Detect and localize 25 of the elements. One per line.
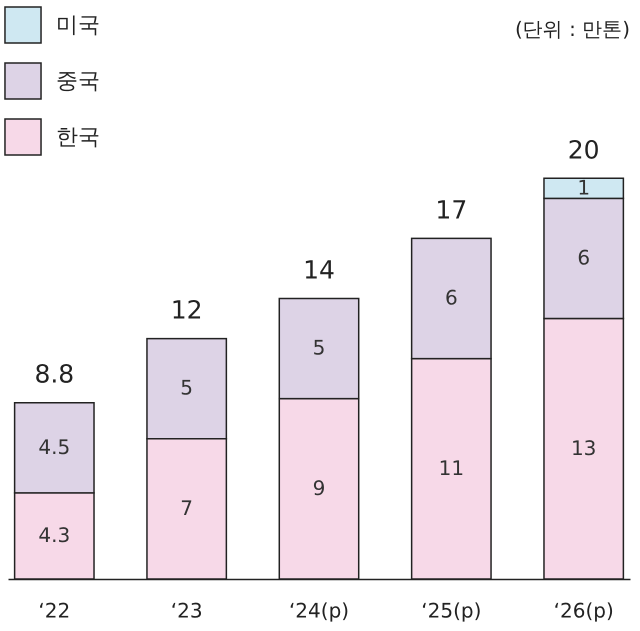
legend-label: 중국 [56,69,100,94]
x-tick-label: ‘26(p) [554,598,614,622]
legend-label: 한국 [56,125,100,150]
total-label: 14 [303,256,335,285]
total-label: 8.8 [34,360,74,389]
data-label: 11 [438,456,464,480]
total-label: 12 [170,296,203,325]
total-label: 17 [435,195,468,224]
data-label: 4.5 [38,434,70,459]
data-label: 1 [577,175,590,200]
data-label: 9 [312,476,326,500]
data-label: 5 [180,376,194,400]
x-tick-label: ‘23 [170,598,203,622]
data-label: 13 [570,436,596,460]
x-tick-label: ‘25(p) [421,598,482,622]
total-label: 20 [568,135,600,164]
x-tick-label: ‘24(p) [288,598,350,622]
text: (단위 : 만톤) [514,17,630,41]
x-tick-label: ‘22 [38,598,70,622]
data-label: 6 [444,286,458,310]
legend-label: 미국 [56,13,100,38]
data-label: 5 [312,336,326,360]
data-label: 6 [577,245,590,270]
data-label: 4.3 [38,522,70,547]
data-label: 7 [180,496,194,520]
